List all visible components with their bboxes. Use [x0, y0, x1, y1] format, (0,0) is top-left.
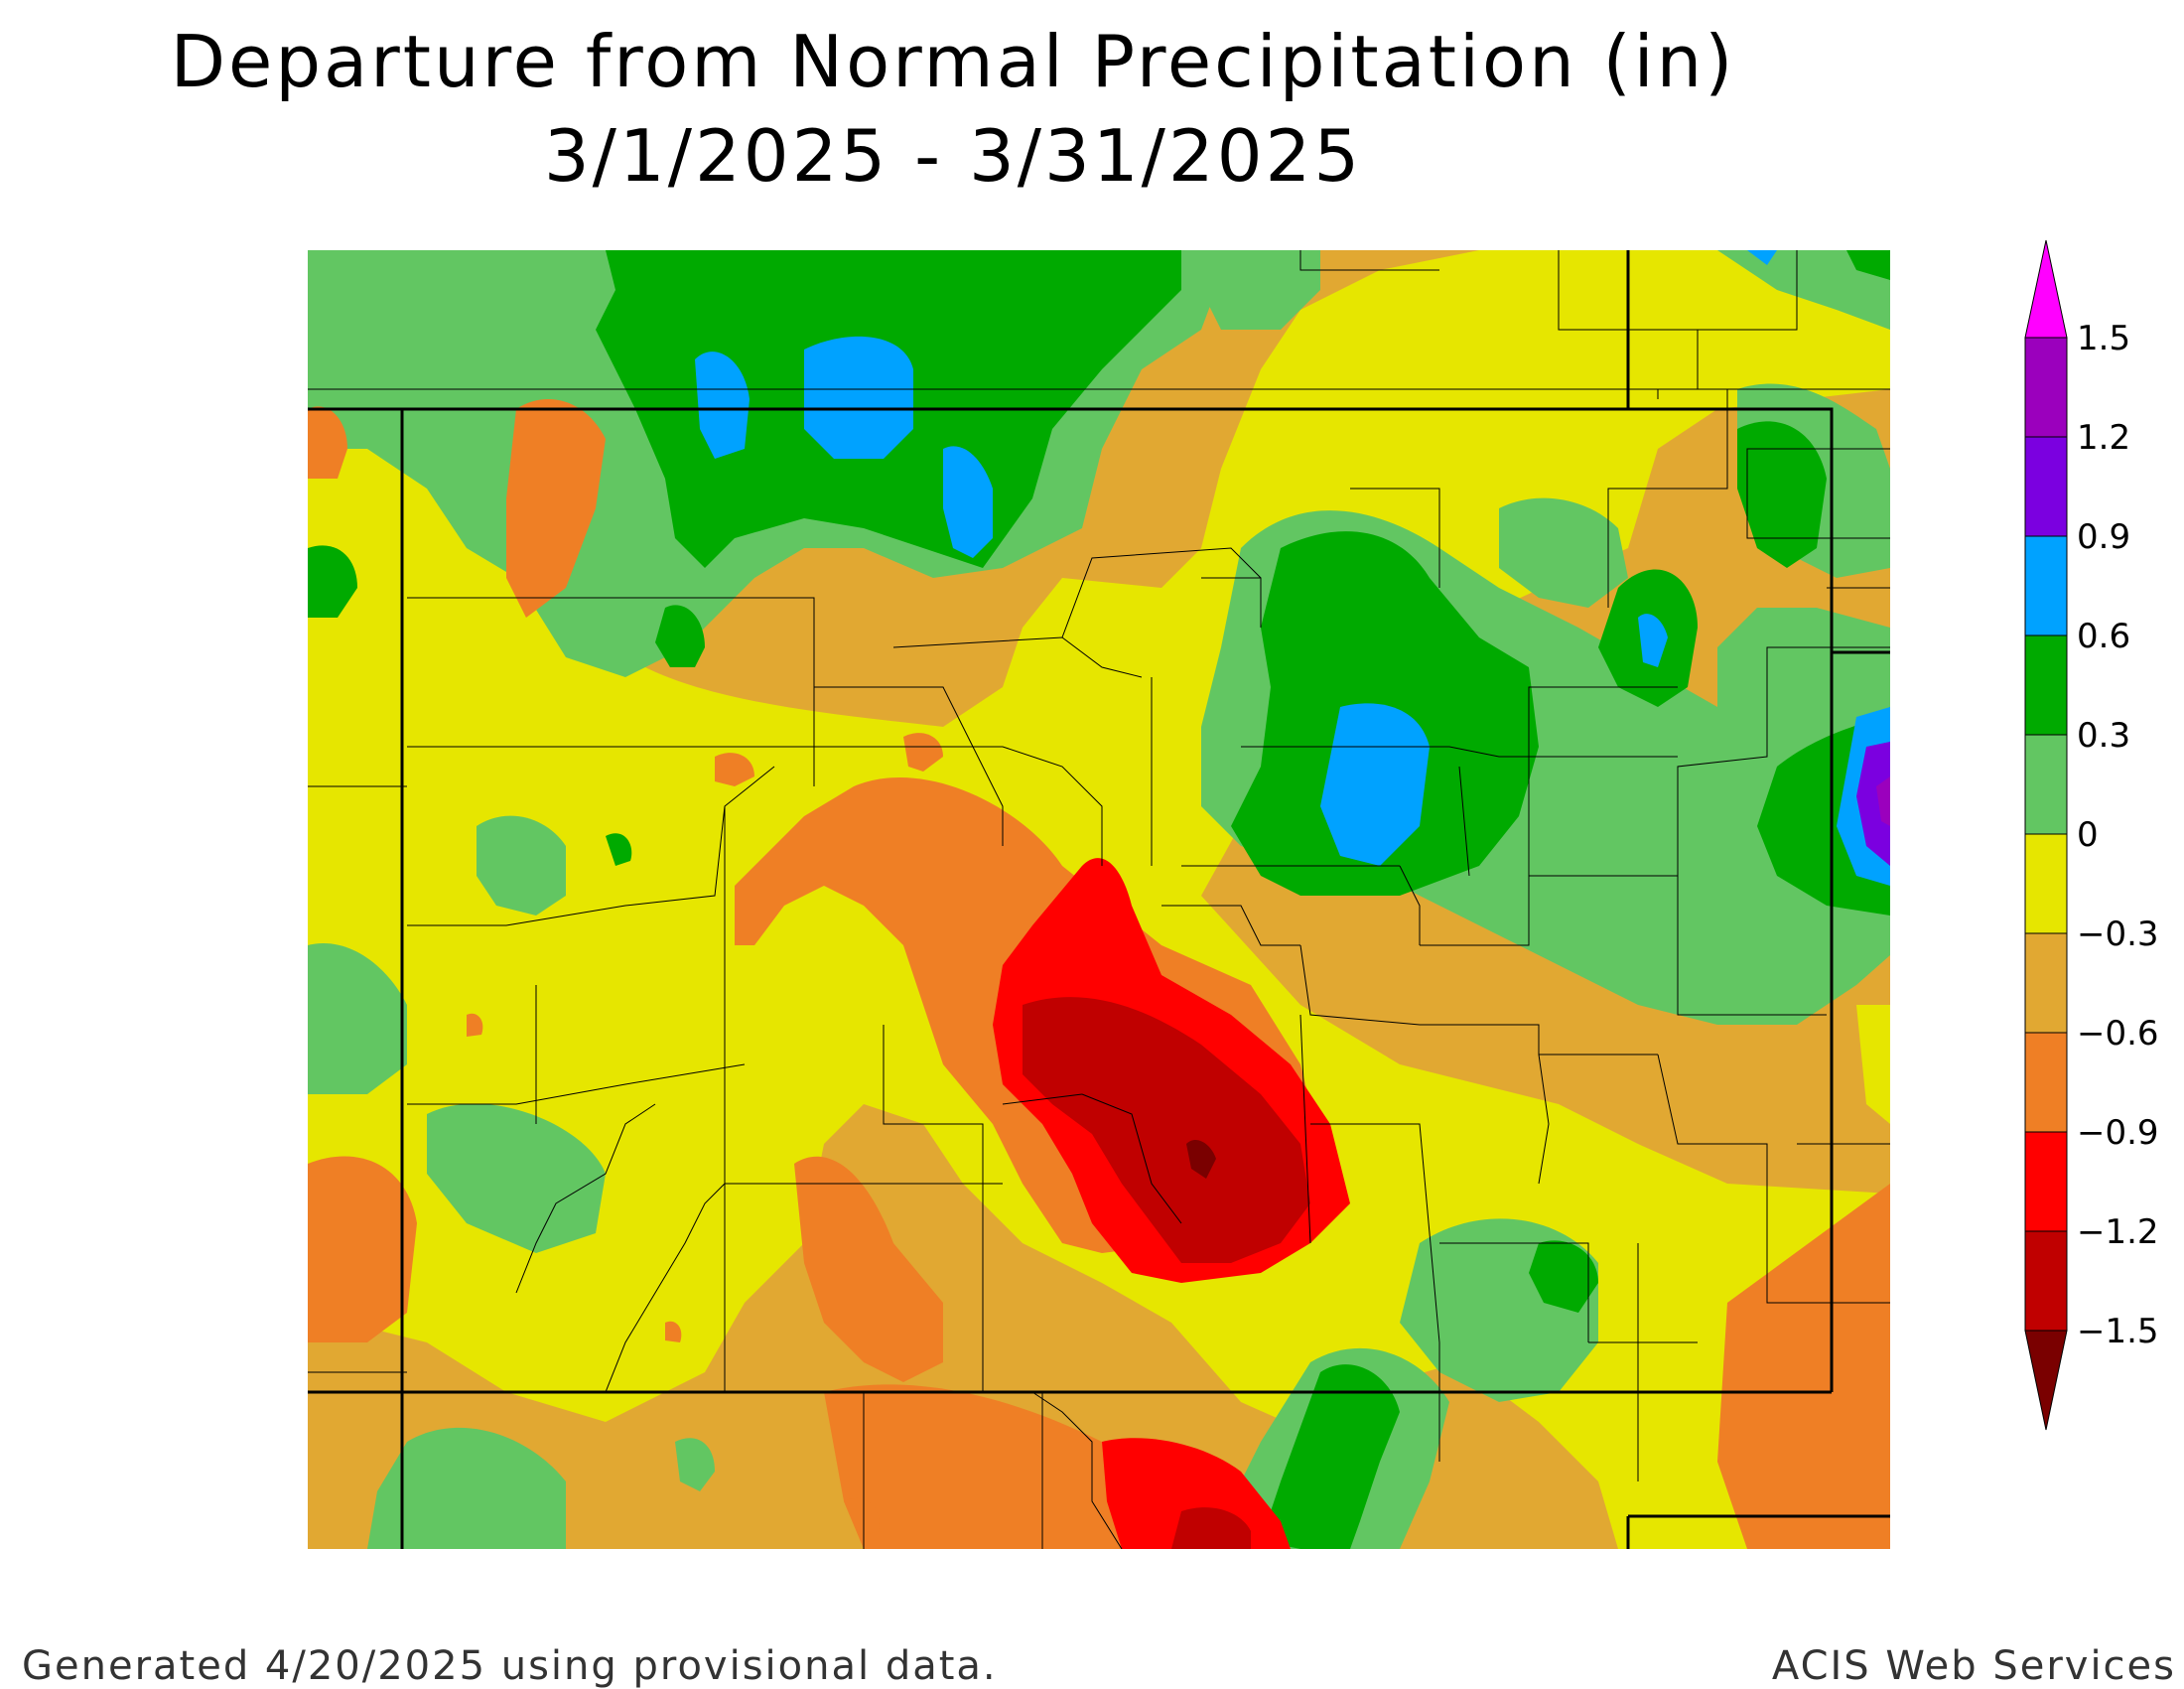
legend-tick-labels: 1.5 1.2 0.9 0.6 0.3 0 −0.3 −0.6 −0.9 −1.2 −1.5	[2077, 319, 2159, 1351]
legend-under-triangle	[2024, 1330, 2068, 1431]
date-range: 3/1/2025 - 3/31/2025	[543, 114, 1363, 198]
band-magenta	[1876, 776, 1890, 826]
band-darkred	[1023, 997, 1310, 1549]
legend-swatch	[2024, 734, 2068, 835]
precipitation-departure-map	[308, 250, 1890, 1549]
legend-swatch	[2024, 436, 2068, 537]
band-purple	[1856, 742, 1890, 866]
legend-swatch	[2024, 833, 2068, 934]
legend-tick-label: −0.9	[2077, 1113, 2159, 1153]
generated-note: Generated 4/20/2025 using provisional da…	[22, 1643, 998, 1689]
legend-swatch	[2024, 1131, 2068, 1232]
legend-over-triangle	[2024, 239, 2068, 339]
band-maroon	[1186, 1139, 1216, 1179]
source-credit: ACIS Web Services	[1771, 1643, 2176, 1689]
state-borders	[308, 250, 1890, 1549]
legend-swatch	[2024, 535, 2068, 636]
legend-swatch	[2024, 634, 2068, 736]
legend-swatch	[2024, 1032, 2068, 1133]
legend-swatch	[2024, 1230, 2068, 1332]
legend-tick-label: −0.6	[2077, 1014, 2159, 1054]
legend-swatch	[2024, 932, 2068, 1034]
legend-tick-label: 1.5	[2077, 319, 2130, 358]
legend-tick-label: 0.9	[2077, 517, 2130, 557]
legend-color-bars	[2024, 239, 2068, 1431]
legend-swatch	[2024, 337, 2068, 438]
map-title: Departure from Normal Precipitation (in)	[170, 20, 1736, 103]
legend-tick-label: 0.6	[2077, 617, 2130, 656]
legend-tick-label: 1.2	[2077, 418, 2130, 458]
legend-tick-label: 0.3	[2077, 716, 2130, 756]
color-legend: 1.5 1.2 0.9 0.6 0.3 0 −0.3 −0.6 −0.9 −1.2 −1.5	[2024, 239, 2159, 1431]
legend-tick-label: −1.2	[2077, 1212, 2159, 1252]
legend-tick-label: −1.5	[2077, 1312, 2159, 1351]
legend-tick-label: −0.3	[2077, 915, 2159, 954]
legend-tick-label: 0	[2077, 815, 2099, 855]
